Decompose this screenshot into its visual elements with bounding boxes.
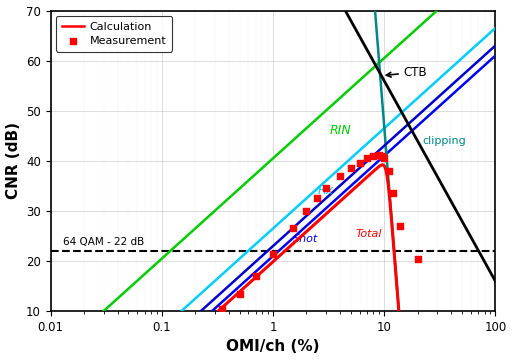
Text: CTB: CTB (387, 66, 428, 79)
Measurement (375, 152, 383, 158)
Y-axis label: CNR (dB): CNR (dB) (6, 122, 20, 199)
Measurement (322, 185, 330, 191)
Measurement (396, 223, 404, 229)
Measurement (288, 226, 296, 231)
Measurement (252, 273, 260, 279)
Measurement (336, 173, 344, 179)
Measurement (363, 156, 371, 161)
Measurement (355, 161, 364, 166)
Text: RIN: RIN (329, 124, 351, 137)
Legend: Calculation, Measurement: Calculation, Measurement (56, 16, 172, 52)
Measurement (303, 208, 311, 214)
Measurement (347, 166, 355, 171)
Text: Rx: Rx (317, 184, 333, 197)
Measurement (414, 256, 422, 261)
Text: 64 QAM - 22 dB: 64 QAM - 22 dB (63, 237, 144, 247)
Measurement (377, 153, 386, 159)
Measurement (385, 168, 393, 174)
Text: Total: Total (355, 229, 382, 239)
Text: clipping: clipping (422, 136, 466, 146)
Measurement (369, 153, 377, 159)
Measurement (218, 306, 226, 311)
Measurement (313, 195, 322, 201)
Measurement (389, 190, 397, 196)
X-axis label: OMI/ch (%): OMI/ch (%) (226, 339, 320, 355)
Text: Shot: Shot (292, 234, 318, 243)
Measurement (236, 291, 244, 297)
Measurement (380, 156, 388, 161)
Measurement (269, 251, 277, 256)
